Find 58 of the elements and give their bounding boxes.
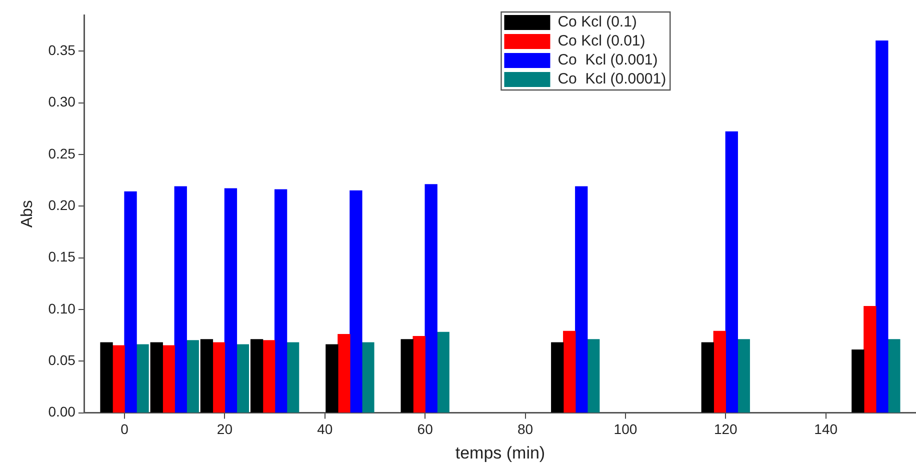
bar xyxy=(737,339,750,413)
bar xyxy=(852,349,864,413)
bar xyxy=(338,334,350,413)
bar xyxy=(350,190,362,413)
bar xyxy=(100,342,113,413)
bar xyxy=(124,191,137,413)
legend-label: Co Kcl (0.001) xyxy=(558,52,658,69)
y-tick-label: 0.10 xyxy=(48,300,76,316)
bar xyxy=(424,184,438,413)
bar xyxy=(224,188,238,413)
bar xyxy=(725,131,738,413)
bar xyxy=(200,339,214,413)
x-tick-label: 140 xyxy=(814,421,838,438)
bar xyxy=(362,342,374,413)
bar xyxy=(412,336,426,413)
bar xyxy=(274,189,288,413)
x-tick-label: 80 xyxy=(517,421,534,438)
bar xyxy=(212,342,226,413)
bar xyxy=(326,344,338,413)
bar xyxy=(186,340,199,413)
bar xyxy=(150,342,163,413)
bar xyxy=(551,342,564,413)
x-tick-label: 40 xyxy=(317,421,333,438)
bar xyxy=(701,342,714,413)
legend-label: Co Kcl (0.01) xyxy=(558,32,646,50)
y-tick-label: 0.35 xyxy=(48,42,76,58)
bar xyxy=(888,339,900,413)
bar xyxy=(286,342,300,413)
bar xyxy=(136,344,149,413)
bar xyxy=(250,339,264,413)
bar xyxy=(262,340,276,413)
x-tick-label: 20 xyxy=(216,421,233,438)
bar xyxy=(436,332,450,413)
bar xyxy=(236,344,250,413)
y-tick-label: 0.30 xyxy=(48,94,76,110)
bar xyxy=(162,345,175,413)
bar xyxy=(174,186,187,413)
x-tick-label: 0 xyxy=(120,421,129,438)
bar xyxy=(400,339,414,413)
x-axis-title: temps (min) xyxy=(455,443,546,462)
y-tick-label: 0.15 xyxy=(48,248,76,265)
y-tick-label: 0.20 xyxy=(48,197,76,214)
y-tick-label: 0.25 xyxy=(48,145,76,162)
legend-label: Co Kcl (0.1) xyxy=(558,14,637,31)
y-axis-title: Abs xyxy=(19,200,36,228)
x-tick-label: 60 xyxy=(417,421,434,438)
bar xyxy=(864,306,876,413)
bar xyxy=(112,345,125,413)
bar xyxy=(587,339,600,413)
bar xyxy=(575,186,588,413)
y-tick-label: 0.00 xyxy=(48,404,76,420)
legend-label: Co Kcl (0.0001) xyxy=(558,70,666,88)
bar xyxy=(876,40,888,413)
bar xyxy=(713,330,726,413)
x-tick-label: 120 xyxy=(714,421,738,438)
y-tick-label: 0.05 xyxy=(48,352,76,368)
x-tick-label: 100 xyxy=(614,421,638,438)
bar xyxy=(563,330,576,413)
